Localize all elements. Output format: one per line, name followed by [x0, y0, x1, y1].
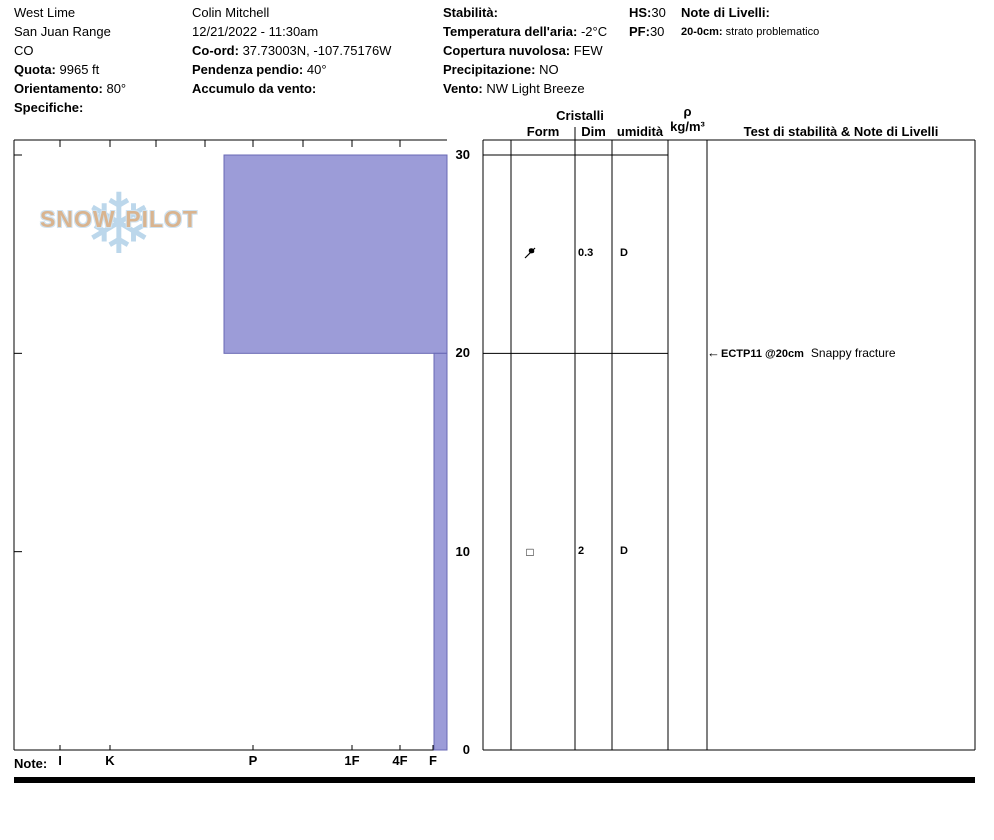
pf-value: 30 — [649, 24, 665, 39]
stability-test-annotation: ←ECTP11 @20cm Snappy fracture — [707, 345, 896, 361]
pf-pit-depth: PF:30 — [629, 22, 666, 41]
depth-label: 0 — [462, 742, 470, 757]
hardness-label: 1F — [344, 753, 360, 768]
sky-label: Copertura nuvolosa: — [443, 43, 571, 58]
footer-rule — [14, 777, 975, 783]
grain-dimension: 2 — [578, 544, 585, 557]
site-range: San Juan Range — [14, 24, 111, 39]
snow-layer-bar — [433, 352, 448, 751]
layer-notes-title-text: Note di Livelli: — [681, 5, 770, 20]
grain-dimension: 0.3 — [578, 247, 594, 260]
site-specifics: Specifiche: — [14, 98, 126, 117]
form-column-header: Form — [526, 124, 560, 139]
density-unit-header: kg/m³ — [670, 119, 705, 134]
aspect-value: 80° — [106, 81, 127, 96]
air-temp: Temperatura dell'aria: -2°C — [443, 22, 607, 41]
hs-label: HS: — [629, 5, 652, 20]
hs-value: 30 — [651, 5, 666, 20]
moisture-column-header: umidità — [616, 124, 664, 139]
grain-form-symbol — [521, 246, 539, 263]
stability-label: Stabilità: — [443, 5, 498, 20]
dim-column-header: Dim — [581, 124, 606, 139]
slope-value: 40° — [306, 62, 327, 77]
site-name: West Lime — [14, 5, 76, 20]
wind-loading-label: Accumulo da vento: — [192, 81, 317, 96]
layer-note-range: 20-0cm: — [681, 26, 723, 38]
air-temp-value: -2°C — [580, 24, 608, 39]
hardness-label: F — [429, 753, 437, 768]
observation-datetime: 12/21/2022 - 11:30am — [192, 24, 319, 39]
cristalli-header: Cristalli — [556, 108, 604, 123]
hardness-label: K — [105, 753, 115, 768]
grain-form-DF-icon — [524, 247, 536, 259]
grain-moisture: D — [620, 544, 628, 557]
sky-value: FEW — [573, 43, 603, 58]
grain-moisture: D — [620, 247, 628, 260]
layer-notes-block: Note di Livelli: 20-0cm: strato problema… — [681, 3, 819, 40]
hardness-label: P — [248, 753, 258, 768]
wind-value: NW Light Breeze — [486, 81, 585, 96]
wind-label: Vento: — [443, 81, 483, 96]
precip-label: Precipitazione: — [443, 62, 536, 77]
elevation-value: 9965 ft — [59, 62, 100, 77]
site-elevation: Quota: 9965 ft — [14, 60, 126, 79]
site-aspect: Orientamento: 80° — [14, 79, 126, 98]
specifics-label: Specifiche: — [14, 100, 84, 115]
grain-form-FC-icon: □ — [526, 544, 534, 559]
observer-name: Colin Mitchell — [192, 5, 270, 20]
logo-word-snow: SNOW — [40, 206, 116, 232]
depth-label: 10 — [455, 543, 470, 559]
hardness-label: 4F — [392, 753, 408, 768]
hs-total-depth: HS:30 — [629, 3, 666, 22]
depth-label: 30 — [455, 147, 470, 162]
snow-layer-bar — [223, 154, 448, 354]
coord-value: 37.73003N, -107.75176W — [242, 43, 392, 58]
air-temp-label: Temperatura dell'aria: — [443, 24, 578, 39]
hardness-label: I — [58, 753, 62, 768]
snowpilot-logo: ❄ SNOW PILOT — [40, 180, 198, 268]
layer-note-entry: 20-0cm: strato problematico — [681, 25, 819, 40]
precip-value: NO — [539, 62, 559, 77]
slope-angle: Pendenza pendio: 40° — [192, 60, 391, 79]
sky-cover: Copertura nuvolosa: FEW — [443, 41, 607, 60]
pf-label: PF: — [629, 24, 650, 39]
arrow-left-icon: ← — [707, 345, 720, 361]
layer-notes-title: Note di Livelli: — [681, 3, 819, 22]
note-label: Note: — [14, 756, 48, 771]
elevation-label: Quota: — [14, 62, 56, 77]
wind: Vento: NW Light Breeze — [443, 79, 607, 98]
stability: Stabilità: — [443, 3, 607, 22]
observer-info-block: Colin Mitchell 12/21/2022 - 11:30am Co-o… — [192, 3, 391, 98]
coordinates: Co-ord: 37.73003N, -107.75176W — [192, 41, 391, 60]
snowflake-icon: ❄ — [83, 177, 155, 271]
depth-label: 20 — [455, 345, 470, 361]
logo-word-pilot: PILOT — [125, 206, 198, 232]
site-state: CO — [14, 43, 34, 58]
snowpilot-logo-text: SNOW PILOT — [40, 206, 198, 233]
tests-column-header: Test di stabilità & Note di Livelli — [743, 124, 939, 139]
wind-loading: Accumulo da vento: — [192, 79, 391, 98]
coord-label: Co-ord: — [192, 43, 239, 58]
layer-note-text: strato problematico — [725, 26, 820, 38]
grain-form-symbol: □ — [521, 544, 539, 559]
slope-label: Pendenza pendio: — [192, 62, 304, 77]
site-info-block: West Lime San Juan Range CO Quota: 9965 … — [14, 3, 126, 117]
precipitation: Precipitazione: NO — [443, 60, 607, 79]
density-symbol-header: ρ — [683, 104, 692, 119]
aspect-label: Orientamento: — [14, 81, 103, 96]
hs-pf-block: HS:30 PF:30 — [629, 3, 666, 41]
conditions-block: Stabilità: Temperatura dell'aria: -2°C C… — [443, 3, 607, 98]
